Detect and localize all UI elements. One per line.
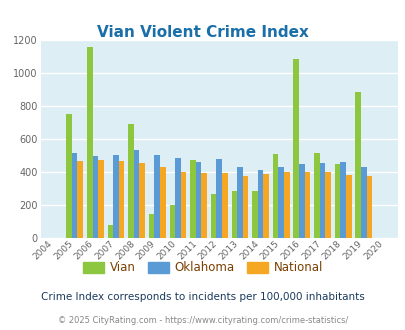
Bar — [195, 162, 201, 238]
Bar — [231, 190, 237, 238]
Bar — [98, 160, 103, 238]
Bar — [139, 163, 145, 238]
Bar — [201, 173, 207, 238]
Text: Crime Index corresponds to incidents per 100,000 inhabitants: Crime Index corresponds to incidents per… — [41, 292, 364, 302]
Bar — [339, 162, 345, 238]
Bar — [237, 167, 242, 238]
Bar — [293, 59, 298, 238]
Bar — [319, 163, 324, 238]
Bar — [324, 172, 330, 238]
Bar — [283, 172, 289, 238]
Bar — [222, 173, 227, 238]
Bar — [119, 161, 124, 238]
Bar — [366, 176, 371, 238]
Bar — [360, 167, 366, 238]
Bar — [92, 156, 98, 238]
Bar — [134, 150, 139, 238]
Text: © 2025 CityRating.com - https://www.cityrating.com/crime-statistics/: © 2025 CityRating.com - https://www.city… — [58, 316, 347, 325]
Bar — [216, 159, 222, 238]
Bar — [180, 172, 186, 238]
Legend: Vian, Oklahoma, National: Vian, Oklahoma, National — [78, 257, 327, 279]
Bar — [190, 160, 195, 238]
Bar — [210, 194, 216, 238]
Bar — [149, 214, 154, 238]
Bar — [175, 158, 180, 238]
Bar — [154, 155, 160, 238]
Bar — [334, 164, 339, 238]
Bar — [272, 154, 278, 238]
Bar — [107, 225, 113, 238]
Bar — [263, 174, 268, 238]
Bar — [160, 167, 165, 238]
Bar — [313, 153, 319, 238]
Bar — [87, 47, 92, 238]
Bar — [278, 167, 283, 238]
Text: Vian Violent Crime Index: Vian Violent Crime Index — [97, 25, 308, 40]
Bar — [77, 161, 83, 238]
Bar — [304, 172, 309, 238]
Bar — [345, 175, 351, 238]
Bar — [66, 114, 72, 238]
Bar — [242, 176, 247, 238]
Bar — [354, 92, 360, 238]
Bar — [169, 205, 175, 238]
Bar — [113, 155, 119, 238]
Bar — [257, 170, 263, 238]
Bar — [252, 190, 257, 238]
Bar — [128, 124, 134, 238]
Bar — [298, 164, 304, 238]
Bar — [72, 153, 77, 238]
